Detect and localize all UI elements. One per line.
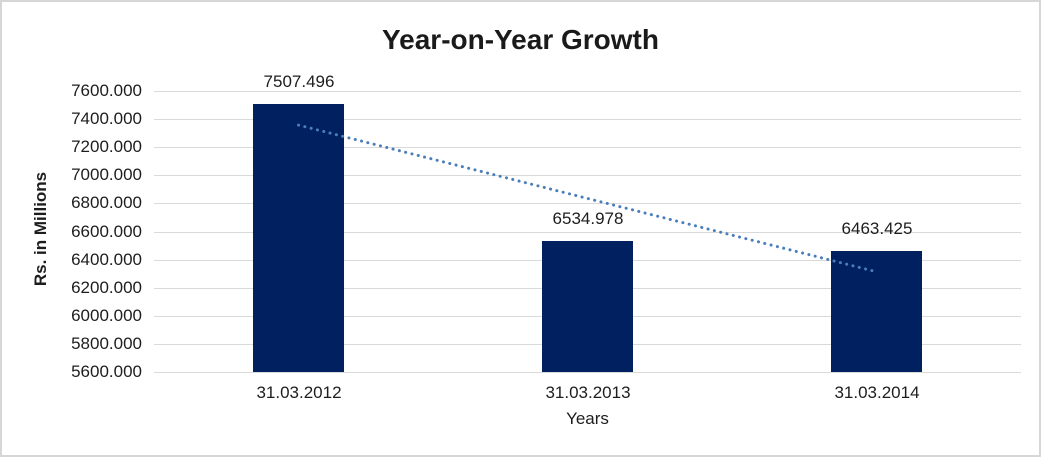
y-tick-label: 5800.000	[71, 334, 142, 353]
gridline	[154, 119, 1021, 120]
y-tick-label: 6000.000	[71, 306, 142, 325]
y-tick-label: 7600.000	[71, 81, 142, 100]
y-tick-label: 6800.000	[71, 193, 142, 212]
y-tick-label: 7400.000	[71, 109, 142, 128]
y-tick-label: 7200.000	[71, 137, 142, 156]
gridline	[154, 372, 1021, 373]
y-tick-label: 6600.000	[71, 222, 142, 241]
bar-31.03.2013	[542, 241, 633, 372]
gridline	[154, 175, 1021, 176]
x-tick-label: 31.03.2012	[256, 383, 342, 402]
y-tick-label: 7000.000	[71, 165, 142, 184]
bar-data-label: 6534.978	[552, 209, 624, 228]
trendline	[297, 123, 878, 274]
gridline	[154, 91, 1021, 92]
gridline	[154, 203, 1021, 204]
x-axis-title: Years	[566, 409, 609, 428]
gridline	[154, 232, 1021, 233]
x-tick-label: 31.03.2014	[834, 383, 920, 402]
bar-data-label: 7507.496	[263, 72, 335, 91]
chart-title: Year-on-Year Growth	[382, 24, 659, 55]
bar-data-label: 6463.425	[841, 219, 913, 238]
x-tick-label: 31.03.2013	[545, 383, 631, 402]
y-tick-label: 6200.000	[71, 278, 142, 297]
y-tick-label: 5600.000	[71, 362, 142, 381]
bar-31.03.2012	[253, 104, 344, 372]
bar-31.03.2014	[831, 251, 922, 372]
gridline	[154, 147, 1021, 148]
plot-area: 7507.496 6534.978 6463.425	[154, 72, 1021, 373]
y-tick-label: 6400.000	[71, 250, 142, 269]
